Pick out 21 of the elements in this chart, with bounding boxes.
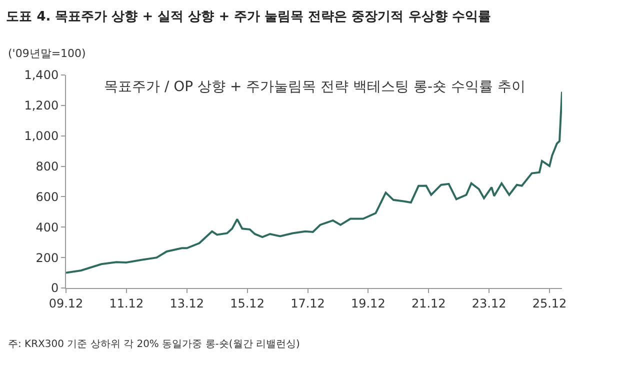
text: 주: KRX300 기준 상하위 각 20% 동일가중 롱-숏(월간 리밸런싱)	[8, 339, 300, 350]
y-tick-label: 1,000	[24, 129, 59, 144]
y-tick-label: 1,200	[24, 98, 59, 113]
y-tick-label: 800	[36, 159, 59, 174]
chart-title: 도표 4. 목표주가 상향 + 실적 상향 + 주가 눌림목 전략은 중장기적 우상향 수익률	[6, 10, 491, 25]
x-tick-label: 19.12	[350, 296, 386, 310]
y-tick-label: 1,400	[24, 68, 59, 82]
y-tick-label: 0	[50, 281, 59, 296]
y-tick-label: 400	[36, 220, 59, 234]
x-tick-label: 25.12	[532, 296, 567, 310]
x-tick-label: 13.12	[170, 296, 204, 310]
y-tick-label: 200	[36, 250, 59, 265]
x-tick-label: 17.12	[290, 296, 325, 310]
x-tick-label: 09.12	[48, 296, 84, 310]
x-tick-label: 21.12	[411, 296, 446, 310]
y-axis-title: ('09년말=100)	[8, 47, 86, 60]
x-tick-label: 15.12	[230, 296, 264, 310]
x-tick-label: 23.12	[472, 296, 506, 310]
y-tick-label: 600	[36, 190, 59, 204]
x-tick-label: 11.12	[109, 296, 144, 310]
chart-subtitle: 목표주가 / OP 상향 + 주가눌림목 전략 백테스팅 롱-숏 수익률 추이	[104, 79, 526, 95]
